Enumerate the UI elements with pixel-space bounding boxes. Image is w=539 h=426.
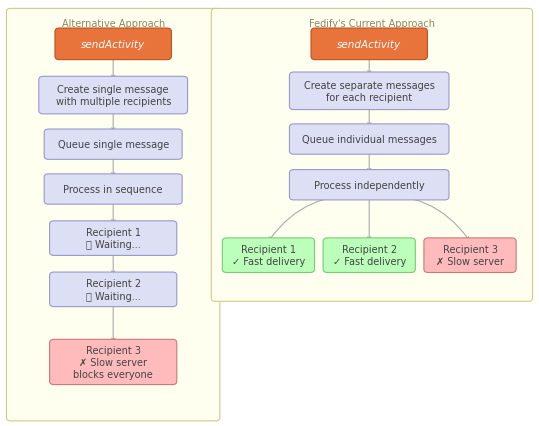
FancyBboxPatch shape [44,130,182,160]
FancyBboxPatch shape [50,273,177,307]
FancyBboxPatch shape [50,340,177,385]
Text: Process independently: Process independently [314,180,425,190]
Text: Recipient 2
✓ Fast delivery: Recipient 2 ✓ Fast delivery [333,245,406,267]
Text: sendActivity: sendActivity [337,40,401,50]
Text: Recipient 2
⧖ Waiting...: Recipient 2 ⧖ Waiting... [86,279,141,301]
Text: Recipient 3
✗ Slow server: Recipient 3 ✗ Slow server [436,245,504,267]
FancyBboxPatch shape [222,238,314,273]
Text: Create single message
with multiple recipients: Create single message with multiple reci… [56,85,171,107]
FancyBboxPatch shape [6,9,220,421]
Text: Fedify's Current Approach: Fedify's Current Approach [309,19,435,29]
Text: Recipient 1
⧖ Waiting...: Recipient 1 ⧖ Waiting... [86,227,141,250]
Text: Recipient 3
✗ Slow server
blocks everyone: Recipient 3 ✗ Slow server blocks everyon… [73,345,153,380]
FancyBboxPatch shape [289,73,449,110]
FancyBboxPatch shape [289,124,449,155]
FancyBboxPatch shape [39,77,188,115]
FancyBboxPatch shape [424,238,516,273]
Text: Queue individual messages: Queue individual messages [302,135,437,145]
Text: Create separate messages
for each recipient: Create separate messages for each recipi… [304,81,434,103]
FancyBboxPatch shape [211,9,533,302]
FancyBboxPatch shape [323,238,415,273]
FancyBboxPatch shape [50,222,177,256]
FancyBboxPatch shape [289,170,449,201]
Text: Recipient 1
✓ Fast delivery: Recipient 1 ✓ Fast delivery [232,245,305,267]
Text: Alternative Approach: Alternative Approach [61,19,165,29]
Text: Process in sequence: Process in sequence [64,184,163,195]
Text: sendActivity: sendActivity [81,40,145,50]
Text: Queue single message: Queue single message [58,140,169,150]
FancyBboxPatch shape [55,29,171,60]
FancyBboxPatch shape [44,174,182,204]
FancyBboxPatch shape [311,29,427,60]
